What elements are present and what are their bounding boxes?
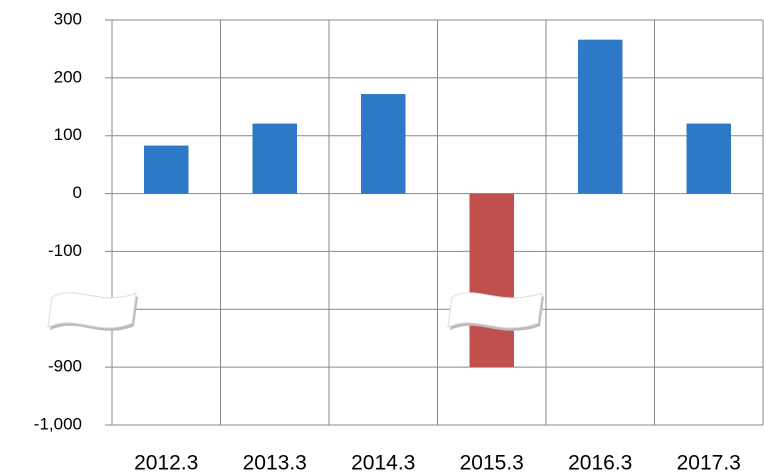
x-tick-label: 2013.3 [243, 452, 307, 475]
y-tick-label: -100 [48, 241, 82, 260]
x-tick-label: 2016.3 [568, 452, 632, 475]
y-tick-label: -900 [48, 357, 82, 376]
y-tick-label: 300 [54, 9, 82, 28]
x-tick-label: 2012.3 [134, 452, 198, 475]
y-tick-label: 100 [54, 125, 82, 144]
bar [361, 94, 406, 194]
y-tick-label: 0 [73, 183, 82, 202]
y-tick-label: 200 [54, 67, 82, 86]
bar [686, 123, 731, 194]
axis-break [447, 292, 543, 329]
x-tick-label: 2017.3 [677, 452, 741, 475]
x-tick-label: 2014.3 [351, 452, 415, 475]
y-tick-label: -1,000 [34, 414, 82, 433]
bar [144, 145, 189, 194]
bar [252, 123, 297, 194]
bar [578, 39, 623, 194]
bar [469, 193, 514, 368]
axis-break [47, 292, 137, 329]
x-tick-label: 2015.3 [460, 452, 524, 475]
